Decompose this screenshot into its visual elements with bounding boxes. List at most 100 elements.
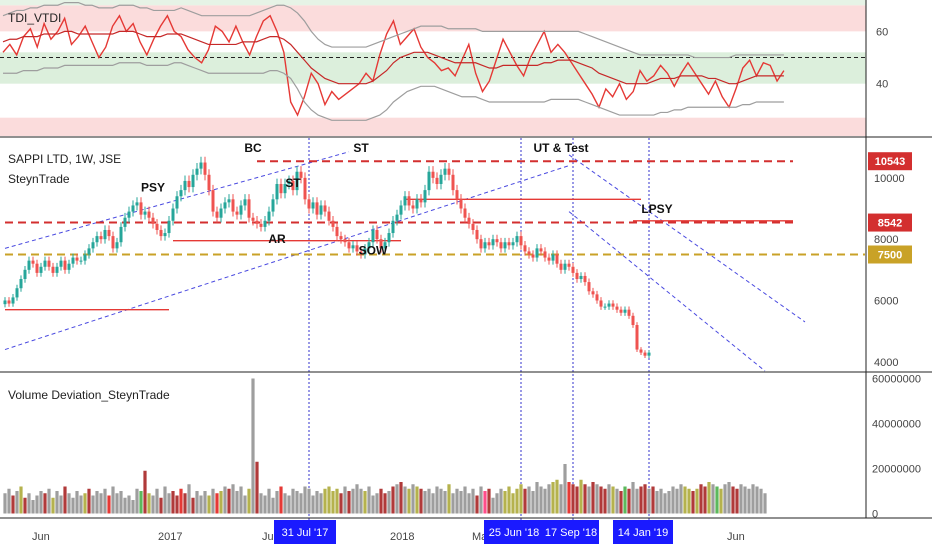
volume-bar bbox=[195, 491, 199, 514]
volume-bar bbox=[27, 493, 31, 514]
date-marker-tag[interactable]: 31 Jul '17 bbox=[274, 520, 336, 544]
volume-bar bbox=[55, 491, 59, 514]
volume-bar bbox=[3, 493, 7, 514]
price-axis[interactable] bbox=[0, 0, 932, 519]
price-candle bbox=[399, 205, 403, 215]
volume-bar bbox=[375, 493, 379, 514]
volume-panel: 0 20000000 40000000 60000000 bbox=[3, 374, 921, 521]
price-candle bbox=[335, 226, 339, 237]
volume-bar bbox=[227, 488, 231, 514]
volume-bar bbox=[279, 486, 283, 514]
volume-bar bbox=[191, 497, 195, 514]
price-candle bbox=[371, 229, 375, 243]
volume-bar bbox=[647, 488, 651, 514]
volume-bar bbox=[447, 484, 451, 514]
tdi-zone bbox=[0, 117, 866, 136]
volume-bar bbox=[215, 493, 219, 514]
price-candle bbox=[131, 205, 135, 212]
price-candle bbox=[551, 254, 555, 261]
volume-bar bbox=[383, 493, 387, 514]
volume-bar bbox=[239, 486, 243, 514]
price-candle bbox=[3, 300, 7, 305]
date-marker-tag[interactable]: 14 Jan '19 bbox=[613, 520, 673, 544]
volume-bar bbox=[471, 488, 475, 514]
volume-bar bbox=[267, 488, 271, 514]
volume-bar bbox=[455, 488, 459, 514]
volume-bar bbox=[499, 488, 503, 514]
volume-bar bbox=[119, 491, 123, 514]
price-candle bbox=[83, 254, 87, 261]
volume-bar bbox=[675, 488, 679, 514]
volume-bar bbox=[11, 495, 15, 514]
price-candle bbox=[51, 266, 55, 273]
price-candle bbox=[623, 309, 627, 313]
price-candle bbox=[571, 266, 575, 273]
volume-y-tick-label: 20000000 bbox=[872, 464, 921, 476]
volume-bar bbox=[63, 486, 67, 514]
price-candle bbox=[511, 242, 515, 246]
volume-bar bbox=[531, 491, 535, 514]
volume-bar bbox=[371, 495, 375, 514]
tdi-zone bbox=[0, 52, 866, 84]
price-candle bbox=[15, 288, 19, 298]
volume-bar bbox=[259, 493, 263, 514]
price-candle bbox=[287, 180, 291, 184]
price-candle bbox=[595, 294, 599, 301]
volume-bar bbox=[151, 495, 155, 514]
volume-bar bbox=[255, 461, 259, 514]
volume-bar bbox=[451, 493, 455, 514]
volume-bar bbox=[175, 495, 179, 514]
price-candle bbox=[75, 257, 79, 261]
volume-bar bbox=[283, 493, 287, 514]
volume-bar bbox=[319, 493, 323, 514]
wyckoff-annotation-label: ST bbox=[285, 176, 301, 190]
price-candle bbox=[543, 251, 547, 258]
volume-bar bbox=[683, 486, 687, 514]
volume-bar bbox=[159, 497, 163, 514]
price-y-tick-label: 6000 bbox=[874, 295, 898, 307]
volume-bar bbox=[687, 488, 691, 514]
volume-bar bbox=[475, 495, 479, 514]
volume-bar bbox=[35, 495, 39, 514]
price-candle bbox=[159, 229, 163, 237]
price-candle bbox=[339, 236, 343, 240]
date-marker-label: 31 Jul '17 bbox=[282, 527, 329, 539]
volume-bar bbox=[355, 484, 359, 514]
price-candle bbox=[451, 174, 455, 191]
price-candle bbox=[251, 217, 255, 221]
date-marker-tag[interactable]: 17 Sep '18 bbox=[543, 520, 599, 544]
volume-bar bbox=[571, 484, 575, 514]
volume-bar bbox=[419, 488, 423, 514]
price-candle bbox=[467, 217, 471, 224]
volume-bar bbox=[663, 493, 667, 514]
price-candle bbox=[187, 180, 191, 188]
price-candle bbox=[155, 223, 159, 230]
price-candle bbox=[519, 236, 523, 246]
volume-bar bbox=[555, 479, 559, 514]
price-candle bbox=[47, 260, 51, 267]
price-candle bbox=[367, 242, 371, 249]
price-candle bbox=[395, 214, 399, 221]
volume-bar bbox=[399, 482, 403, 514]
volume-bar bbox=[323, 488, 327, 514]
price-candle bbox=[387, 233, 391, 243]
volume-bar bbox=[667, 491, 671, 514]
price-candle bbox=[503, 242, 507, 249]
volume-bar bbox=[695, 488, 699, 514]
price-candle bbox=[507, 242, 511, 246]
volume-bar bbox=[19, 486, 23, 514]
price-candle bbox=[491, 239, 495, 246]
price-candle bbox=[547, 257, 551, 261]
date-marker-tag[interactable]: 25 Jun '18 bbox=[484, 520, 544, 544]
price-candle bbox=[323, 205, 327, 212]
volume-bar bbox=[275, 491, 279, 514]
price-candle bbox=[359, 251, 363, 255]
volume-bar bbox=[655, 491, 659, 514]
price-candle bbox=[243, 199, 247, 206]
volume-bar bbox=[591, 482, 595, 514]
price-panel: PSY BC ST AR ST SOW UT & Test LPSY 4000 6000 8000 1… bbox=[3, 138, 912, 520]
price-candle bbox=[135, 202, 139, 206]
price-candle bbox=[227, 199, 231, 203]
tdi-panel: 40 60 bbox=[0, 0, 888, 136]
price-candle bbox=[143, 211, 147, 215]
